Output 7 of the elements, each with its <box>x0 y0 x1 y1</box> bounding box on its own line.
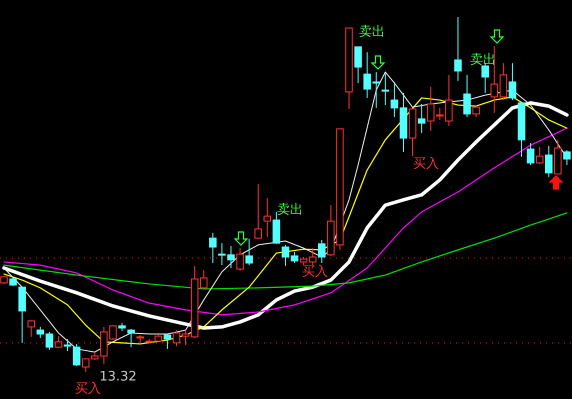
annotation: 卖出 <box>470 52 496 68</box>
annotation: 买入 <box>302 264 328 280</box>
annotation: 13.32 <box>99 370 137 385</box>
annotation: 买入 <box>413 156 439 172</box>
annotation: 卖出 <box>277 202 303 218</box>
text: 买入 <box>75 382 101 397</box>
annotation: 卖出 <box>359 24 385 40</box>
